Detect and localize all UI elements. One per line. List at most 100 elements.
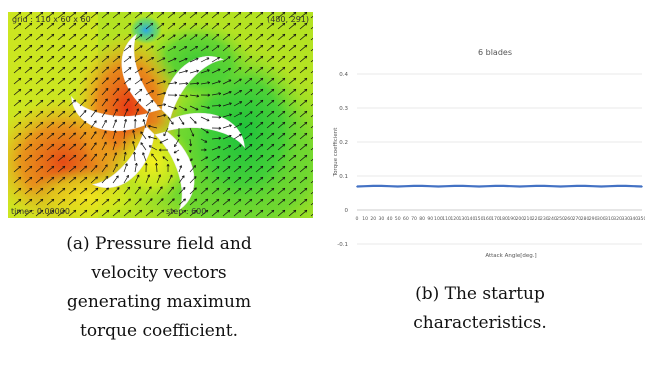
velocity-arrowhead [304,55,308,59]
velocity-arrowhead [128,56,132,59]
velocity-arrowhead [95,33,99,37]
turbine-blades [71,33,245,211]
velocity-arrow [266,154,275,162]
velocity-arrowhead [238,78,242,82]
velocity-arrowhead [249,122,253,126]
velocity-arrowhead [260,77,264,81]
velocity-arrow [189,209,198,217]
velocity-arrowhead [228,90,232,94]
velocity-arrowhead [218,80,221,84]
velocity-arrowhead [293,132,297,136]
velocity-arrowhead [29,132,33,136]
x-tick-label: 30 [378,216,384,222]
velocity-arrow [310,92,313,96]
velocity-arrow [24,143,33,151]
velocity-arrow [143,119,147,129]
velocity-arrow [163,127,169,137]
velocity-arrowhead [260,209,264,213]
velocity-arrowhead [249,187,253,191]
velocity-arrow [167,82,177,85]
velocity-arrowhead [138,198,142,202]
data-point [535,185,537,187]
velocity-arrowhead [123,129,127,133]
velocity-arrow [101,130,107,140]
velocity-arrow [233,198,242,206]
velocity-arrowhead [304,66,308,70]
velocity-arrow [79,77,87,85]
velocity-arrow [13,33,22,41]
velocity-arrow [13,88,22,96]
velocity-arrow [233,209,242,217]
velocity-arrow [46,55,55,63]
velocity-arrow [211,146,221,151]
velocity-arrow [266,55,275,63]
velocity-arrowhead [228,134,232,138]
velocity-arrow [288,44,297,52]
velocity-arrowhead [117,66,121,70]
velocity-arrow [310,37,313,41]
x-tick-label: 20 [370,216,376,222]
velocity-arrow [244,44,253,52]
velocity-arrow [255,132,264,140]
velocity-arrowhead [73,77,77,81]
data-point [633,185,635,187]
velocity-arrow [79,12,88,19]
velocity-arrow [255,143,264,151]
velocity-arrowhead [40,209,44,213]
velocity-arrow [123,140,125,151]
y-tick-label: 0.1 [339,174,348,180]
velocity-arrowhead [239,123,243,126]
velocity-arrow [288,176,297,184]
velocity-arrow [200,105,210,109]
velocity-arrow [57,121,66,129]
velocity-arrowhead [127,88,131,92]
velocity-arrow [13,121,22,129]
velocity-arrowhead [293,66,297,70]
velocity-arrow [310,48,313,52]
velocity-arrowhead [216,33,220,37]
velocity-arrowhead [18,88,22,92]
velocity-arrow [244,33,253,41]
velocity-arrow [35,22,44,30]
velocity-arrowhead [62,110,66,114]
velocity-arrow [24,132,33,140]
velocity-arrow [178,46,187,52]
x-tick-label: 290 [589,216,598,222]
velocity-arrow [288,66,297,74]
velocity-arrow [46,132,55,140]
velocity-arrowhead [293,99,297,103]
velocity-arrow [167,105,177,110]
velocity-arrow [156,162,158,173]
velocity-arrowhead [204,140,208,143]
velocity-arrow [68,66,77,74]
velocity-arrowhead [249,55,253,59]
velocity-arrowhead [216,12,220,15]
velocity-arrow [79,176,88,184]
x-tick-label: 320 [613,216,622,222]
velocity-arrow [189,138,192,147]
velocity-arrow [156,104,166,107]
x-tick-label: 310 [605,216,614,222]
grid-size-label: grid : 110 x 60 x 60 [12,15,91,24]
velocity-arrowhead [271,198,275,202]
velocity-arrowhead [260,12,264,15]
y-tick-label: 0.4 [339,72,348,78]
velocity-arrowhead [40,99,44,103]
velocity-arrowhead [239,89,242,93]
velocity-arrowhead [293,88,297,92]
velocity-arrow [211,45,220,52]
velocity-arrowhead [249,209,253,213]
velocity-arrow [123,77,132,85]
velocity-arrow [178,70,188,74]
velocity-arrow [200,69,210,74]
velocity-arrow [167,22,176,30]
velocity-arrowhead [62,77,66,81]
velocity-arrow [145,68,155,74]
velocity-arrow [101,153,107,162]
velocity-arrowhead [249,198,253,202]
velocity-arrowhead [174,144,177,148]
velocity-arrowhead [62,66,66,70]
velocity-arrowhead [84,66,88,70]
velocity-arrow [68,12,77,19]
velocity-arrow [178,198,186,206]
